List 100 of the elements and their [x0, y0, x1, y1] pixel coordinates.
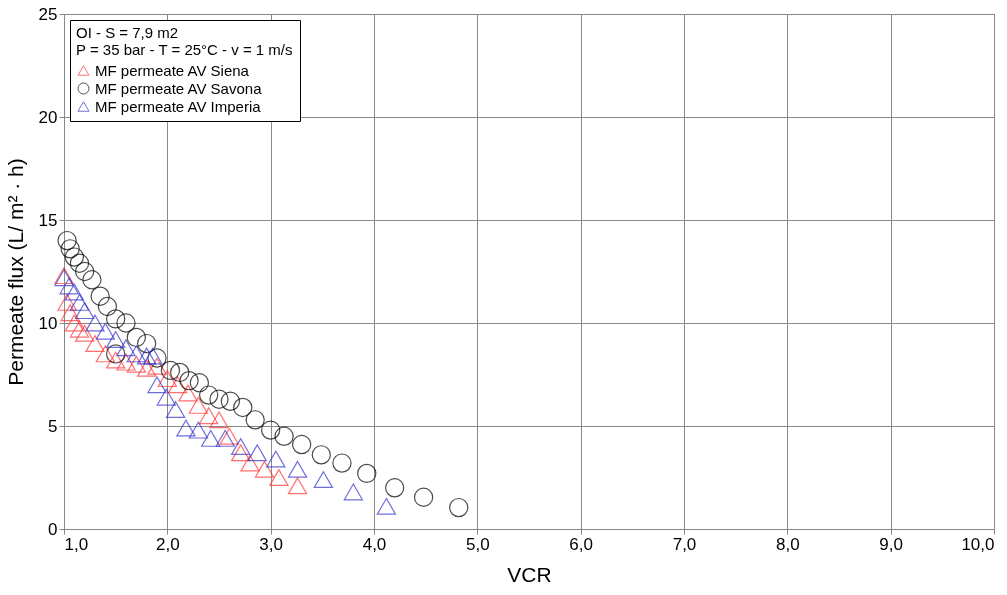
- point: [233, 397, 253, 418]
- point: [116, 339, 136, 357]
- y-tick-label: 20: [38, 107, 58, 127]
- x-tick-label: 6,0: [569, 534, 593, 554]
- point: [69, 320, 90, 338]
- point: [219, 427, 240, 445]
- x-tick-label: 2,0: [156, 534, 180, 554]
- x-axis-title: VCR: [507, 562, 552, 586]
- point: [413, 487, 434, 507]
- point: [95, 345, 116, 363]
- x-tick-label: 5,0: [466, 534, 490, 554]
- point: [74, 302, 95, 320]
- point: [116, 353, 136, 371]
- point: [57, 230, 77, 251]
- x-tick-label: 7,0: [672, 534, 697, 554]
- point: [269, 469, 289, 486]
- point: [64, 314, 85, 332]
- point: [82, 270, 102, 290]
- point: [105, 344, 126, 364]
- point: [189, 373, 210, 393]
- point: [85, 314, 105, 332]
- x-tick-label: 1,0: [64, 534, 89, 554]
- point: [215, 429, 235, 447]
- point: [274, 426, 294, 446]
- point: [165, 401, 186, 418]
- point: [198, 385, 219, 405]
- point: [126, 327, 147, 348]
- point: [170, 362, 190, 383]
- point: [313, 471, 334, 489]
- point: [147, 376, 167, 394]
- point: [85, 335, 105, 353]
- point: [156, 388, 176, 406]
- point: [167, 376, 188, 394]
- point: [178, 384, 198, 402]
- point: [260, 420, 281, 440]
- point: [136, 359, 157, 377]
- x-tick-label: 8,0: [776, 534, 800, 554]
- x-tick-label: 10,0: [961, 534, 995, 554]
- point: [157, 370, 178, 388]
- x-tick-label: 9,0: [879, 534, 903, 554]
- point: [179, 371, 199, 391]
- legend-label: MF permeate AV Savona: [95, 79, 263, 97]
- point: [143, 347, 163, 365]
- y-axis-title: Permeate flux (L/ m² · h): [3, 158, 27, 386]
- point: [69, 253, 90, 273]
- point: [245, 410, 265, 430]
- point: [231, 438, 251, 456]
- point: [449, 497, 469, 518]
- point: [311, 445, 331, 465]
- legend-label: MF permeate AV Imperia: [95, 97, 262, 115]
- point: [198, 407, 219, 425]
- point: [291, 434, 312, 455]
- point: [254, 460, 275, 478]
- point: [136, 333, 157, 354]
- point: [240, 454, 260, 472]
- point: [231, 444, 251, 462]
- point: [357, 463, 377, 484]
- point: [74, 261, 95, 282]
- x-tick-label: 4,0: [362, 534, 387, 554]
- point: [147, 357, 167, 375]
- point: [74, 324, 95, 342]
- point: [188, 421, 209, 439]
- point: [343, 483, 364, 501]
- legend-label: MF permeate AV Siena: [95, 61, 250, 79]
- y-tick-label: 5: [48, 416, 58, 436]
- point: [220, 391, 241, 411]
- point: [105, 351, 126, 369]
- point: [126, 355, 147, 373]
- point: [209, 389, 229, 409]
- point: [147, 348, 167, 368]
- point: [97, 296, 118, 317]
- point: [90, 286, 110, 306]
- point: [160, 360, 181, 381]
- point: [332, 453, 352, 473]
- point: [60, 304, 80, 322]
- point: [287, 477, 308, 495]
- point: [287, 460, 308, 478]
- point: [384, 478, 405, 498]
- point: [59, 277, 79, 295]
- point: [105, 331, 126, 348]
- point: [136, 347, 157, 365]
- point: [176, 419, 196, 437]
- point: [95, 322, 116, 340]
- point: [201, 429, 221, 447]
- point: [266, 450, 286, 468]
- y-tick-label: 10: [38, 313, 58, 333]
- y-tick-label: 0: [48, 519, 58, 539]
- point: [247, 444, 267, 462]
- x-tick-label: 3,0: [259, 534, 283, 554]
- y-tick-label: 15: [38, 210, 58, 230]
- legend-title: OI - S = 7,9 m2 P = 35 bar - T = 25°C - v = 1 m/s: [76, 24, 293, 58]
- point: [376, 497, 397, 515]
- point: [57, 293, 77, 311]
- y-tick-label: 25: [38, 4, 58, 24]
- point: [64, 247, 85, 267]
- point: [126, 345, 147, 363]
- point: [64, 283, 85, 301]
- point: [209, 411, 229, 429]
- point: [188, 396, 209, 414]
- point: [116, 313, 136, 333]
